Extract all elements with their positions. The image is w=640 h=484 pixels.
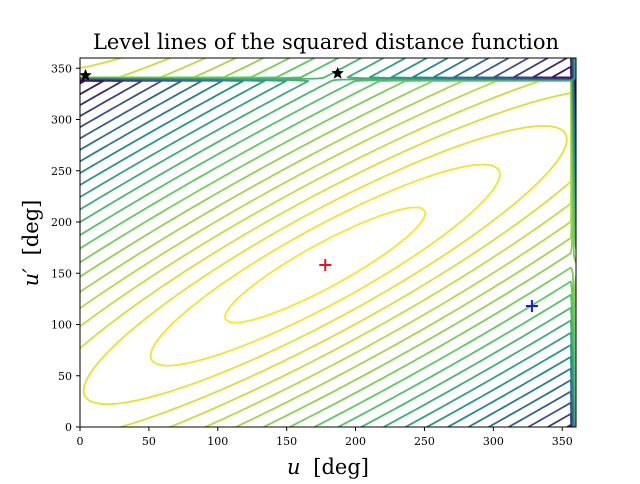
black-star-marker-right [331, 66, 345, 79]
red-plus-marker [319, 259, 332, 272]
y-tick-label: 100 [51, 319, 72, 332]
x-tick-label: 150 [276, 435, 297, 448]
black-star-marker-left [79, 68, 92, 81]
y-tick-label: 200 [51, 216, 72, 229]
y-axis-label: u′ [deg] [19, 200, 43, 287]
markers [79, 66, 538, 313]
x-axis-symbol: u [287, 455, 301, 479]
x-tick-label: 250 [414, 435, 435, 448]
plot-background [80, 58, 576, 427]
x-axis-label: u [deg] [287, 455, 369, 479]
contour-level-1 [224, 206, 427, 324]
y-tick-label: 350 [51, 62, 72, 75]
y-axis-unit: [deg] [19, 200, 43, 256]
y-axis-symbol: u′ [19, 268, 43, 287]
x-tick-label: 50 [142, 435, 156, 448]
x-tick-label: 100 [207, 435, 228, 448]
chart-title: Level lines of the squared distance func… [93, 30, 559, 54]
y-tick-label: 150 [51, 267, 72, 280]
contour-level-3 [82, 125, 568, 406]
y-axis-ticks: 0 50 100 150 200 250 300 350 [51, 62, 80, 434]
y-tick-label: 0 [65, 421, 72, 434]
y-tick-label: 50 [58, 370, 72, 383]
x-axis-ticks: 0 50 100 150 200 250 300 350 [77, 427, 573, 448]
x-axis-unit: [deg] [313, 455, 369, 479]
blue-plus-marker [525, 300, 538, 313]
plot-frame [79, 57, 577, 428]
x-tick-label: 200 [345, 435, 366, 448]
contour-level-5 [80, 58, 576, 427]
contour-lines [80, 58, 576, 427]
x-tick-label: 350 [552, 435, 573, 448]
contour-level-2 [149, 163, 501, 367]
y-tick-label: 300 [51, 114, 72, 127]
y-tick-label: 250 [51, 165, 72, 178]
x-tick-label: 300 [483, 435, 504, 448]
x-tick-label: 0 [77, 435, 84, 448]
